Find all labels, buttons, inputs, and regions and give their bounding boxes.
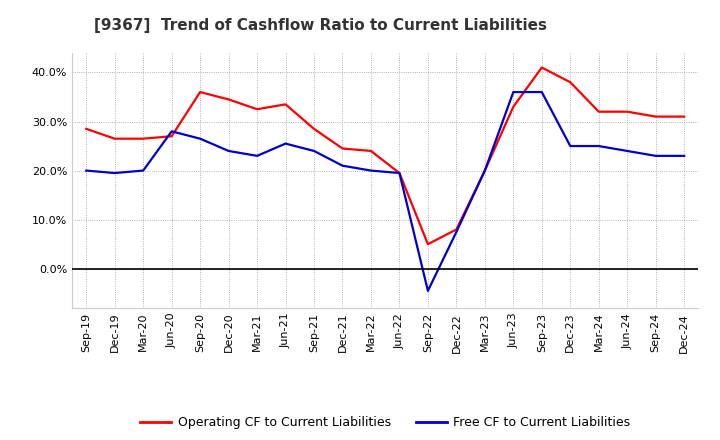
Free CF to Current Liabilities [395,170,404,176]
Free CF to Current Liabilities [310,148,318,154]
Operating CF to Current Liabilities [595,109,603,114]
Operating CF to Current Liabilities [225,97,233,102]
Operating CF to Current Liabilities [338,146,347,151]
Operating CF to Current Liabilities [167,134,176,139]
Operating CF to Current Liabilities [423,242,432,247]
Free CF to Current Liabilities [537,89,546,95]
Operating CF to Current Liabilities [196,89,204,95]
Free CF to Current Liabilities [338,163,347,169]
Operating CF to Current Liabilities [139,136,148,141]
Free CF to Current Liabilities [167,128,176,134]
Operating CF to Current Liabilities [537,65,546,70]
Free CF to Current Liabilities [282,141,290,146]
Free CF to Current Liabilities [423,288,432,293]
Free CF to Current Liabilities [139,168,148,173]
Free CF to Current Liabilities [225,148,233,154]
Operating CF to Current Liabilities [282,102,290,107]
Free CF to Current Liabilities [595,143,603,149]
Operating CF to Current Liabilities [310,126,318,132]
Operating CF to Current Liabilities [652,114,660,119]
Operating CF to Current Liabilities [82,126,91,132]
Free CF to Current Liabilities [82,168,91,173]
Operating CF to Current Liabilities [480,168,489,173]
Line: Operating CF to Current Liabilities: Operating CF to Current Liabilities [86,67,684,244]
Free CF to Current Liabilities [480,168,489,173]
Operating CF to Current Liabilities [566,80,575,85]
Free CF to Current Liabilities [680,153,688,158]
Free CF to Current Liabilities [366,168,375,173]
Free CF to Current Liabilities [110,170,119,176]
Free CF to Current Liabilities [509,89,518,95]
Free CF to Current Liabilities [196,136,204,141]
Line: Free CF to Current Liabilities: Free CF to Current Liabilities [86,92,684,291]
Legend: Operating CF to Current Liabilities, Free CF to Current Liabilities: Operating CF to Current Liabilities, Fre… [135,411,635,434]
Operating CF to Current Liabilities [395,170,404,176]
Operating CF to Current Liabilities [452,227,461,232]
Free CF to Current Liabilities [452,229,461,235]
Operating CF to Current Liabilities [509,104,518,110]
Free CF to Current Liabilities [623,148,631,154]
Operating CF to Current Liabilities [110,136,119,141]
Free CF to Current Liabilities [566,143,575,149]
Free CF to Current Liabilities [253,153,261,158]
Operating CF to Current Liabilities [366,148,375,154]
Operating CF to Current Liabilities [623,109,631,114]
Free CF to Current Liabilities [652,153,660,158]
Operating CF to Current Liabilities [680,114,688,119]
Text: [9367]  Trend of Cashflow Ratio to Current Liabilities: [9367] Trend of Cashflow Ratio to Curren… [94,18,546,33]
Operating CF to Current Liabilities [253,106,261,112]
